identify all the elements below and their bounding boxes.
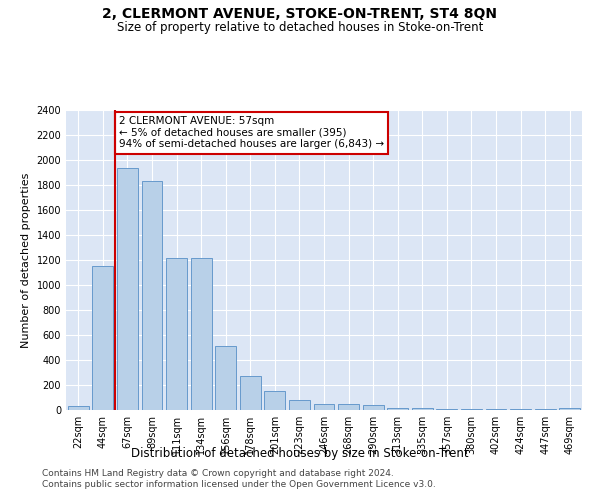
Bar: [436, 409, 457, 410]
Text: 2 CLERMONT AVENUE: 57sqm
← 5% of detached houses are smaller (395)
94% of semi-d: 2 CLERMONT AVENUE: 57sqm ← 5% of detache…: [119, 116, 384, 150]
Bar: [117, 168, 138, 410]
Text: 2, CLERMONT AVENUE, STOKE-ON-TRENT, ST4 8QN: 2, CLERMONT AVENUE, STOKE-ON-TRENT, ST4 …: [103, 8, 497, 22]
Bar: [142, 181, 163, 410]
Bar: [240, 376, 261, 410]
Bar: [289, 400, 310, 410]
Text: Distribution of detached houses by size in Stoke-on-Trent: Distribution of detached houses by size …: [131, 448, 469, 460]
Y-axis label: Number of detached properties: Number of detached properties: [21, 172, 31, 348]
Bar: [68, 406, 89, 410]
Bar: [412, 408, 433, 410]
Text: Size of property relative to detached houses in Stoke-on-Trent: Size of property relative to detached ho…: [117, 22, 483, 35]
Bar: [166, 258, 187, 410]
Bar: [92, 266, 113, 410]
Bar: [314, 404, 334, 410]
Bar: [387, 408, 408, 410]
Bar: [215, 346, 236, 410]
Bar: [265, 391, 286, 410]
Bar: [559, 408, 580, 410]
Text: Contains HM Land Registry data © Crown copyright and database right 2024.: Contains HM Land Registry data © Crown c…: [42, 468, 394, 477]
Text: Contains public sector information licensed under the Open Government Licence v3: Contains public sector information licen…: [42, 480, 436, 489]
Bar: [362, 405, 383, 410]
Bar: [338, 404, 359, 410]
Bar: [191, 258, 212, 410]
